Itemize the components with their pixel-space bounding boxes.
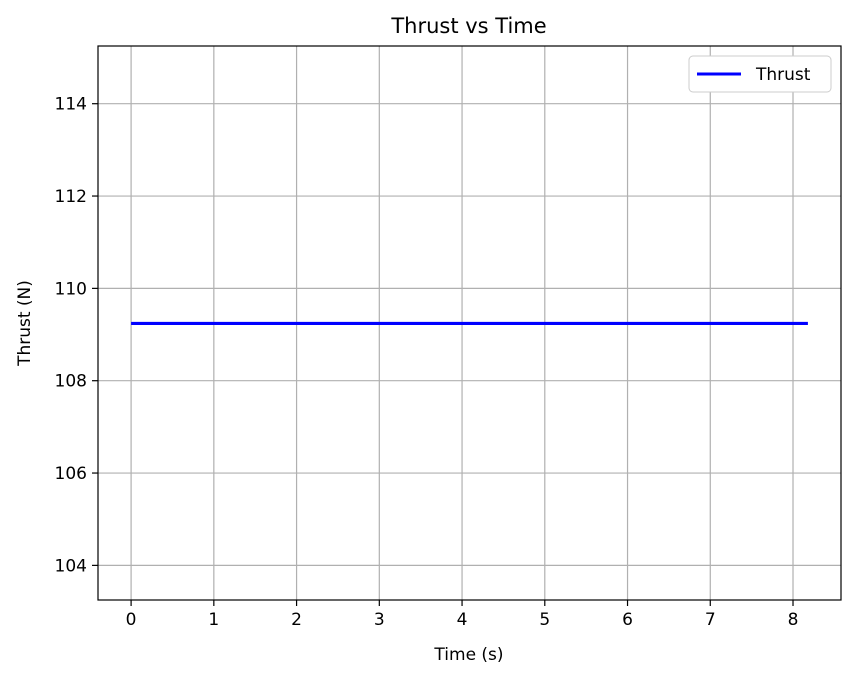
legend-label-thrust: Thrust xyxy=(755,65,811,85)
x-tick-label: 2 xyxy=(291,610,302,630)
x-tick-label: 4 xyxy=(457,610,468,630)
y-tick-label: 104 xyxy=(55,556,87,576)
y-axis-ticks: 104 106 108 110 112 114 xyxy=(55,95,98,576)
x-tick-label: 1 xyxy=(208,610,219,630)
x-axis-ticks: 0 1 2 3 4 5 6 7 8 xyxy=(126,600,799,630)
y-tick-label: 114 xyxy=(55,95,87,115)
y-tick-label: 110 xyxy=(55,279,87,299)
x-tick-label: 6 xyxy=(622,610,633,630)
plot-frame xyxy=(97,45,842,601)
y-axis-label: Thrust (N) xyxy=(15,280,35,367)
y-tick-label: 106 xyxy=(55,464,87,484)
x-tick-label: 5 xyxy=(539,610,550,630)
x-tick-label: 3 xyxy=(374,610,385,630)
legend: Thrust xyxy=(688,55,832,93)
legend-box xyxy=(688,55,832,93)
x-tick-label: 8 xyxy=(788,610,799,630)
chart-title: Thrust vs Time xyxy=(390,14,546,38)
x-axis-label: Time (s) xyxy=(433,645,503,665)
x-tick-label: 7 xyxy=(705,610,716,630)
x-tick-label: 0 xyxy=(126,610,137,630)
y-tick-label: 112 xyxy=(55,187,87,207)
y-tick-label: 108 xyxy=(55,372,87,392)
